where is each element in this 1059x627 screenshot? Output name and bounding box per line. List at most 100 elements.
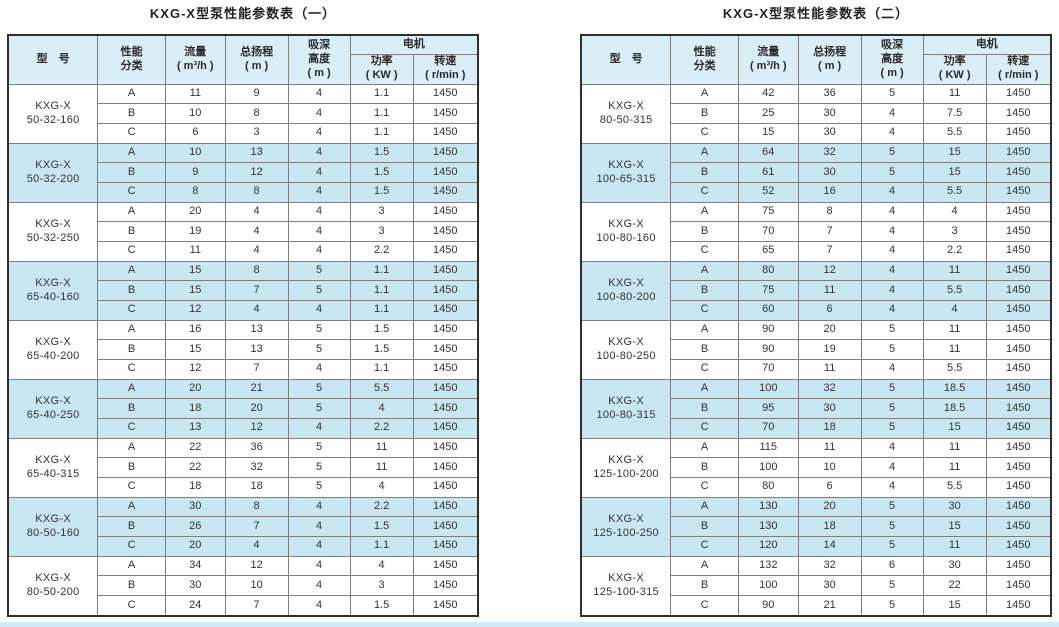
perf-class-cell: B: [97, 457, 166, 478]
col-header-model: 型 号: [7, 34, 99, 85]
suction-cell: 5: [860, 142, 924, 164]
flow-cell: 30: [164, 496, 226, 518]
head-cell: 30: [797, 103, 862, 124]
tables-row: KXG-X型泵性能参数表（一） 型 号性能 分类 流量 ( m³/h ) 总扬程 ( …: [7, 5, 1052, 617]
flow-cell: 16: [164, 319, 226, 341]
table-row: KXG-X 80-50-160 A 30 8 4 2.2 1450: [7, 496, 479, 557]
power-cell: 3: [349, 221, 414, 242]
speed-cell: 1450: [412, 201, 479, 223]
suction-cell: 4: [860, 103, 924, 124]
speed-cell: 1450: [412, 496, 479, 518]
power-cell: 30: [922, 496, 987, 518]
table-row: C 90 21 5 15 1450: [581, 594, 1052, 617]
flow-cell: 15: [164, 339, 226, 360]
head-cell: 8: [224, 103, 289, 124]
speed-cell: 1450: [985, 142, 1052, 164]
table-row: B 30 10 4 3 1450: [8, 575, 479, 596]
suction-cell: 5: [860, 594, 924, 617]
head-cell: 20: [224, 398, 289, 419]
speed-cell: 1450: [412, 240, 479, 262]
head-cell: 20: [797, 319, 862, 341]
pump-spec-table: 型 号性能 分类 流量 ( m³/h ) 总扬程 ( m ) 吸深 高度 ( m ) 电…: [7, 34, 479, 617]
flow-cell: 130: [737, 516, 799, 537]
speed-cell: 1450: [985, 378, 1052, 400]
perf-class-cell: B: [670, 103, 739, 124]
speed-cell: 1450: [412, 221, 479, 242]
perf-class-cell: B: [97, 162, 166, 183]
power-cell: 1.1: [349, 280, 414, 301]
speed-cell: 1450: [412, 457, 479, 478]
table-row: KXG-X 100-65-315 A 64 32 5 15 1450: [580, 142, 1052, 203]
perf-class-cell: A: [97, 201, 166, 223]
power-cell: 1.1: [349, 122, 414, 144]
suction-cell: 5: [860, 339, 924, 360]
power-cell: 11: [349, 437, 414, 459]
model-cell: KXG-X 65-40-160: [7, 260, 99, 321]
head-cell: 7: [224, 280, 289, 301]
perf-class-cell: C: [670, 358, 739, 380]
power-cell: 4: [349, 398, 414, 419]
suction-cell: 4: [860, 457, 924, 478]
col-header-total-head: 总扬程 ( m ): [224, 34, 289, 85]
power-cell: 1.5: [349, 181, 414, 203]
power-cell: 1.5: [349, 142, 414, 164]
speed-cell: 1450: [985, 240, 1052, 262]
table-row: KXG-X 50-32-160 A 11 9 4 1.1 1450: [7, 83, 479, 144]
perf-class-cell: A: [97, 378, 166, 400]
perf-class-cell: B: [670, 516, 739, 537]
perf-class-cell: A: [670, 496, 739, 518]
speed-cell: 1450: [412, 83, 479, 105]
model-cell: KXG-X 65-40-250: [7, 378, 99, 439]
flow-cell: 95: [737, 398, 799, 419]
table-row: C 65 7 4 2.2 1450: [581, 240, 1052, 262]
power-cell: 5.5: [349, 378, 414, 400]
suction-cell: 5: [860, 496, 924, 518]
table-row: B 61 30 5 15 1450: [581, 162, 1052, 183]
flow-cell: 10: [164, 103, 226, 124]
power-cell: 18.5: [922, 378, 987, 400]
speed-cell: 1450: [985, 575, 1052, 596]
table-title: KXG-X型泵性能参数表（一）: [149, 6, 337, 21]
pump-spec-table-two: KXG-X型泵性能参数表（二） 型 号性能 分类 流量 ( m³/h ) 总扬程 ( …: [580, 5, 1052, 617]
perf-class-cell: C: [670, 476, 739, 498]
col-header-model: 型 号: [580, 34, 672, 85]
suction-cell: 4: [287, 417, 351, 439]
flow-cell: 70: [737, 417, 799, 439]
flow-cell: 8: [164, 181, 226, 203]
head-cell: 8: [224, 181, 289, 203]
table-row: B 90 19 5 11 1450: [581, 339, 1052, 360]
table-row: KXG-X 65-40-250 A 20 21 5 5.5 1450: [7, 378, 479, 439]
speed-cell: 1450: [412, 319, 479, 341]
speed-cell: 1450: [412, 417, 479, 439]
suction-cell: 4: [287, 122, 351, 144]
head-cell: 12: [797, 260, 862, 282]
speed-cell: 1450: [412, 358, 479, 380]
power-cell: 1.1: [349, 358, 414, 380]
table-row: C 12 4 4 1.1 1450: [8, 299, 479, 321]
table-row: B 10 8 4 1.1 1450: [8, 103, 479, 124]
head-cell: 4: [224, 201, 289, 223]
perf-class-cell: B: [670, 221, 739, 242]
col-header-power: 功率 ( KW ): [349, 53, 414, 85]
perf-class-cell: C: [97, 417, 166, 439]
flow-cell: 100: [737, 457, 799, 478]
table-row: C 15 30 4 5.5 1450: [581, 122, 1052, 144]
head-cell: 36: [797, 83, 862, 105]
flow-cell: 70: [737, 221, 799, 242]
suction-cell: 5: [860, 535, 924, 557]
head-cell: 11: [797, 358, 862, 380]
table-row: B 19 4 4 3 1450: [8, 221, 479, 242]
header-row: 型 号性能 分类 流量 ( m³/h ) 总扬程 ( m ) 吸深 高度 ( m ) 电…: [580, 34, 1052, 85]
col-header-suction-depth: 吸深 高度 ( m ): [860, 34, 924, 85]
speed-cell: 1450: [985, 417, 1052, 439]
suction-cell: 4: [287, 240, 351, 262]
speed-cell: 1450: [985, 535, 1052, 557]
head-cell: 11: [797, 280, 862, 301]
power-cell: 1.5: [349, 339, 414, 360]
head-cell: 7: [797, 240, 862, 262]
perf-class-cell: C: [670, 181, 739, 203]
flow-cell: 20: [164, 535, 226, 557]
perf-class-cell: C: [97, 476, 166, 498]
perf-class-cell: A: [97, 319, 166, 341]
speed-cell: 1450: [412, 181, 479, 203]
